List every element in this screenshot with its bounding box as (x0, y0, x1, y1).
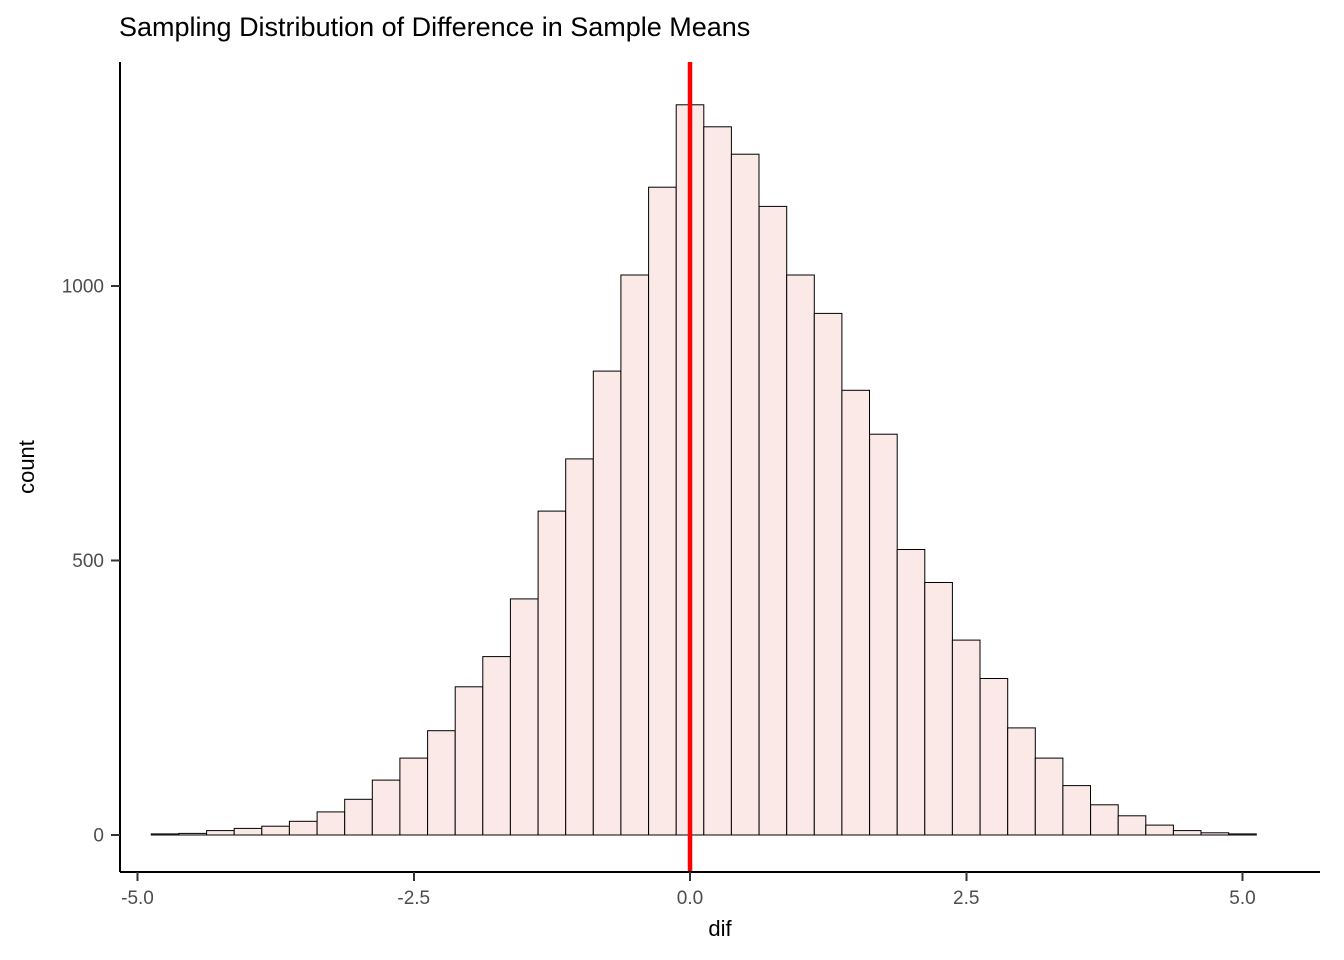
histogram-bar (427, 730, 456, 836)
histogram-bar (399, 757, 428, 836)
histogram-bar (730, 153, 760, 836)
x-tick-label: 2.5 (953, 888, 979, 909)
histogram-bar (1117, 815, 1147, 836)
histogram-bar (592, 370, 622, 836)
y-tick-label: 1000 (62, 277, 104, 298)
histogram-bar (565, 458, 594, 836)
histogram-bar (620, 274, 650, 836)
histogram-bar (1007, 727, 1036, 836)
histogram-bar (841, 389, 871, 836)
x-axis-title: dif (708, 916, 732, 941)
histogram-bar (1145, 824, 1174, 836)
histogram-bar (1090, 804, 1119, 836)
histogram-bar (924, 582, 953, 836)
x-tick-label: 5.0 (1229, 888, 1255, 909)
histogram-bar (261, 825, 290, 836)
histogram-bar (703, 126, 732, 836)
histogram-bar (288, 820, 318, 836)
x-tick-label: -2.5 (397, 888, 430, 909)
y-tick-label: 0 (93, 826, 104, 847)
x-tick-label: -5.0 (121, 888, 154, 909)
histogram-bar (1062, 785, 1092, 836)
histogram-bar (233, 827, 263, 836)
histogram-bar (454, 686, 484, 836)
histogram-bar (758, 205, 788, 836)
histogram-bar (150, 833, 180, 836)
histogram-bar (951, 639, 981, 836)
histogram-bar (371, 779, 401, 836)
histogram-bar (316, 811, 346, 836)
histogram-bar (206, 830, 235, 836)
histogram-bar (896, 549, 926, 836)
x-tick-label: 0.0 (677, 888, 703, 909)
histogram-bar (648, 186, 677, 836)
histogram-bar (1034, 757, 1064, 836)
histogram-bar (344, 798, 373, 836)
histogram-bar (537, 510, 567, 836)
histogram-bar (178, 832, 207, 836)
histogram-bar (786, 274, 815, 836)
histogram-bar (813, 312, 843, 836)
histogram-bar (869, 433, 898, 836)
histogram-bar (1228, 833, 1257, 836)
y-tick-label: 500 (72, 551, 104, 572)
histogram-bar (1172, 830, 1202, 836)
histogram-bar (979, 678, 1009, 836)
histogram-bar (1200, 832, 1230, 836)
chart-title: Sampling Distribution of Difference in S… (119, 12, 751, 42)
histogram-bar (509, 598, 539, 836)
histogram-bar (482, 656, 511, 836)
